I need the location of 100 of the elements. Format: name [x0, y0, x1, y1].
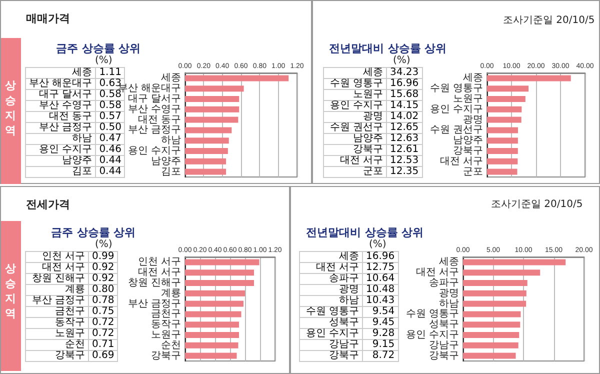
category-label: 남양주 [62, 155, 92, 166]
y-tick-label: 수원 권선구 [430, 124, 483, 136]
bar [185, 352, 237, 359]
bar [185, 168, 226, 175]
text: 전년말대비 상승률 상위 [329, 41, 447, 55]
data-label: 9.28 [362, 328, 398, 340]
data-label: 10.48 [362, 284, 398, 296]
data-label: 9.54 [362, 306, 398, 318]
data-label: 14.15 [386, 100, 422, 112]
bar [185, 290, 245, 296]
y-tick-label: 대전 서구 [440, 156, 483, 167]
data-label: 0.44 [96, 155, 125, 166]
bar [185, 86, 244, 92]
y-tick-label: 동작구 [151, 319, 181, 330]
category-label: 광명 [363, 111, 383, 122]
text: (%) [95, 55, 112, 66]
data-label: 0.72 [88, 328, 118, 340]
data-label: 1.11 [96, 67, 125, 78]
category-label: 용인 수지구 [39, 144, 92, 155]
bar [185, 270, 254, 276]
y-tick-label: 금천구 [151, 308, 181, 320]
bar [463, 342, 518, 348]
y-tick-label: 창원 진해구 [128, 278, 181, 288]
category-label: 광명 [339, 284, 359, 295]
data-label: 10.43 [362, 295, 398, 306]
chart-title: 금주 상승률 상위 [56, 41, 141, 55]
bar [487, 168, 518, 175]
bar [185, 106, 240, 112]
bar [463, 300, 526, 307]
data-label: 10.64 [362, 273, 398, 284]
data-label: 0.92 [88, 262, 118, 274]
data-label: 12.61 [386, 144, 422, 156]
category-label: 계룡 [65, 284, 85, 295]
text: 조사기준일 20/10/5 [503, 14, 595, 27]
y-tick-label: 용인 수지구 [430, 104, 483, 115]
category-label: 수원 영통구 [330, 78, 383, 89]
bar [487, 116, 522, 123]
y-tick-label: 세종 [161, 72, 181, 84]
category-label: 강북구 [353, 144, 383, 155]
bar [185, 158, 226, 164]
y-tick-label: 하남 [161, 135, 181, 146]
y-tick-label: 계룡 [161, 288, 181, 299]
bar [487, 106, 522, 112]
text: 금주 상승률 상위 [51, 225, 136, 239]
category-label: 하남 [72, 133, 92, 144]
bar [487, 96, 526, 102]
bar [487, 86, 529, 92]
category-label: 부산 금정구 [39, 122, 92, 133]
bar [185, 342, 238, 348]
bar [185, 322, 239, 328]
y-tick-label: 하남 [439, 298, 459, 310]
category-label: 대전 동구 [49, 111, 92, 122]
category-label: 노원구 [353, 89, 383, 100]
text: 전세가격 [26, 197, 70, 212]
y-tick-label: 송파구 [429, 278, 459, 288]
bar [185, 127, 232, 134]
bar [463, 352, 516, 359]
bar [487, 75, 571, 82]
data-label: 0.44 [96, 166, 125, 178]
y-tick-label: 군포 [463, 166, 483, 178]
bar [185, 148, 228, 154]
text: (%) [95, 239, 112, 250]
y-tick-label: 대구 달서구 [128, 94, 181, 104]
category-label: 부산 해운대구 [29, 78, 92, 89]
bar [185, 116, 238, 123]
text: 상승지역 [5, 78, 17, 138]
y-tick-label: 수원 영통구 [430, 83, 483, 94]
y-tick-label: 부산 금정구 [128, 124, 181, 136]
category-label: 군포 [363, 166, 383, 177]
text: (%) [369, 239, 386, 250]
bar [185, 311, 242, 318]
category-label: 세종 [72, 67, 92, 78]
text: 상승지역 [5, 261, 17, 321]
category-label: 금천구 [55, 306, 85, 317]
data-label: 0.92 [88, 273, 118, 284]
bar [463, 311, 521, 318]
category-label: 인천 서구 [42, 251, 85, 262]
category-label: 하남 [339, 295, 359, 306]
y-tick-label: 강북구 [453, 146, 483, 156]
data-label: 16.96 [386, 78, 422, 90]
category-label: 강북구 [55, 350, 85, 361]
bar [463, 259, 566, 266]
data-label: 15.68 [386, 89, 422, 100]
category-label: 세종 [363, 67, 383, 78]
bar [463, 332, 520, 338]
y-tick-label: 노원구 [453, 94, 483, 104]
category-label: 대전 서구 [42, 262, 85, 273]
data-label: 12.53 [386, 155, 422, 166]
bar [185, 300, 244, 307]
y-tick-label: 김포 [161, 166, 181, 178]
data-label: 12.65 [386, 122, 422, 134]
category-label: 대전 서구 [316, 262, 359, 273]
bar [185, 280, 254, 286]
data-label: 12.75 [362, 262, 398, 274]
text: 전년말대비 상승률 상위 [306, 225, 424, 239]
category-label: 대전 서구 [340, 155, 383, 166]
y-tick-label: 수원 영통구 [406, 308, 459, 320]
y-tick-label: 광명 [463, 114, 483, 126]
y-tick-label: 대전 서구 [416, 267, 459, 278]
text: 매매가격 [26, 11, 70, 26]
